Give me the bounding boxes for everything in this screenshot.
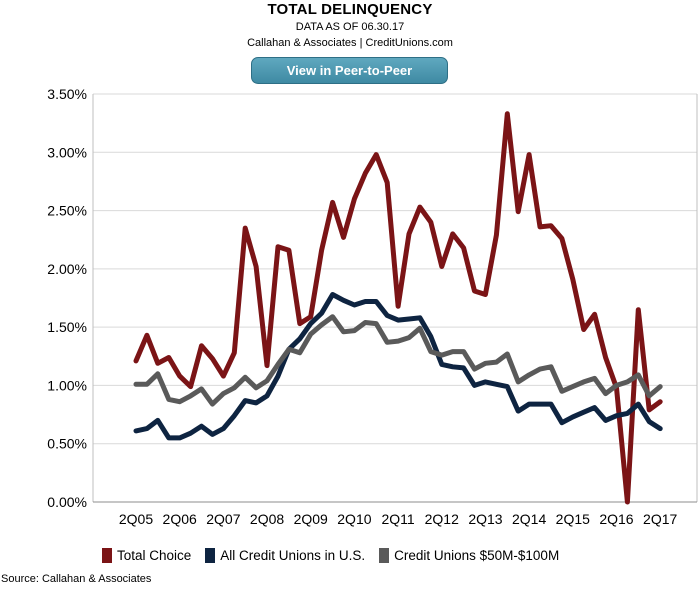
series-line-1[interactable]	[133, 292, 663, 441]
y-tick-label: 2.50%	[47, 203, 87, 219]
y-tick-label: 3.00%	[47, 144, 87, 160]
legend-swatch	[379, 547, 390, 563]
series-line-2[interactable]	[133, 314, 663, 407]
series-lines	[133, 111, 663, 505]
x-tick-label: 2Q16	[599, 511, 633, 527]
chart-title: TOTAL DELINQUENCY	[267, 1, 433, 18]
legend-label: All Credit Unions in U.S.	[220, 547, 366, 563]
legend-label: Credit Unions $50M-$100M	[394, 547, 560, 563]
source-note: Source: Callahan & Associates	[1, 573, 152, 585]
x-tick-label: 2Q13	[468, 511, 502, 527]
axes	[92, 94, 698, 503]
y-tick-label: 1.50%	[47, 319, 87, 335]
legend-swatch	[102, 547, 112, 563]
legend-label: Total Choice	[117, 547, 192, 563]
x-tick-label: 2Q11	[381, 511, 414, 527]
x-tick-label: 2Q12	[425, 511, 459, 527]
data-as-of-label: DATA AS OF 06.30.17	[295, 21, 405, 33]
legend-item-credit-unions-50m-100m[interactable]: Credit Unions $50M-$100M	[379, 547, 560, 563]
legend: Total Choice All Credit Unions in U.S. C…	[102, 546, 573, 564]
x-tick-label: 2Q08	[250, 511, 284, 527]
view-peer-to-peer-button[interactable]: View in Peer-to-Peer	[251, 57, 448, 84]
x-tick-label: 2Q07	[206, 511, 240, 527]
legend-item-total-choice[interactable]: Total Choice	[102, 547, 192, 563]
y-tick-label: 0.50%	[47, 436, 87, 452]
x-tick-label: 2Q17	[643, 511, 677, 527]
legend-swatch	[205, 547, 216, 563]
y-tick-label: 2.00%	[47, 261, 87, 277]
x-tick-label: 2Q09	[294, 511, 328, 527]
y-tick-label: 0.00%	[47, 494, 87, 510]
legend-item-all-credit-unions[interactable]: All Credit Unions in U.S.	[205, 547, 366, 563]
y-tick-label: 3.50%	[47, 86, 87, 102]
series-line-0[interactable]	[133, 111, 663, 505]
x-axis-tick-labels: 2Q05 2Q06 2Q07 2Q08 2Q09 2Q10 2Q11 2Q12 2Q13 2Q14…	[119, 511, 678, 527]
x-tick-label: 2Q10	[337, 511, 371, 527]
y-tick-label: 1.00%	[47, 377, 87, 393]
x-tick-label: 2Q05	[119, 511, 153, 527]
attribution-label: Callahan & Associates | CreditUnions.com	[247, 37, 453, 49]
x-tick-label: 2Q06	[163, 511, 197, 527]
x-tick-label: 2Q14	[512, 511, 546, 527]
y-axis-tick-labels: 0.00% 0.50% 1.00% 1.50% 2.00% 2.50% 3.00% 3.50%	[47, 86, 87, 510]
x-tick-label: 2Q15	[556, 511, 590, 527]
